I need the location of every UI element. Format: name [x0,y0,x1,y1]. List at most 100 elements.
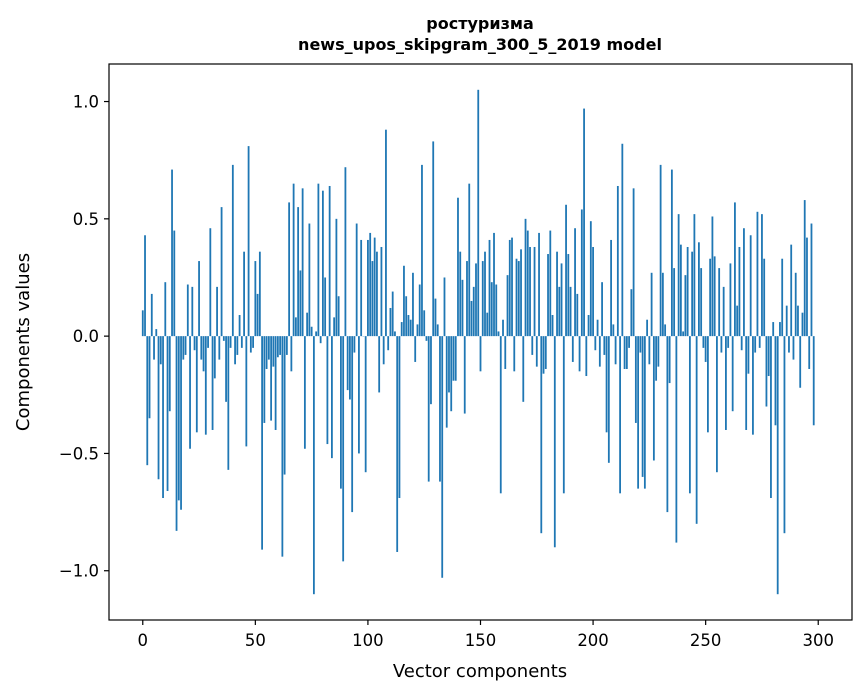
bar-267 [743,228,745,337]
bar-180 [547,254,549,337]
bar-88 [340,336,342,489]
bar-8 [159,336,162,365]
bar-155 [490,282,493,337]
bar-261 [729,263,732,337]
bar-199 [589,221,592,337]
bar-163 [508,239,511,337]
bar-226 [650,272,653,337]
bar-224 [646,319,649,337]
bar-108 [385,129,387,337]
bar-132 [439,336,441,482]
bar-151 [481,261,484,337]
bar-69 [297,207,300,337]
bar-140 [457,197,459,337]
bar-61 [279,336,282,355]
bar-30 [209,228,212,337]
bar-31 [211,336,214,430]
bar-111 [391,291,394,337]
bar-153 [486,312,489,337]
bar-134 [443,277,446,337]
bar-124 [421,164,423,337]
bar-81 [324,277,327,337]
bar-44 [240,336,243,348]
bar-271 [752,336,754,435]
bar-257 [720,336,723,353]
bar-103 [373,237,376,337]
bar-205 [603,336,606,355]
bar-125 [423,310,426,337]
bar-274 [758,336,761,348]
bar-253 [711,216,714,337]
bar-221 [639,336,642,353]
bar-183 [553,336,556,548]
bar-36 [222,336,225,341]
bar-260 [727,336,730,348]
bar-243 [688,336,691,494]
bar-80 [321,190,324,337]
bar-247 [698,242,700,337]
bar-216 [628,336,630,348]
bar-255 [716,336,718,473]
bar-6 [155,329,158,337]
bar-101 [369,232,372,337]
bar-173 [531,336,534,355]
bar-290 [794,272,797,337]
x-tick-label: 100 [352,631,384,650]
bar-84 [331,336,333,459]
bar-64 [285,336,288,355]
bar-11 [166,336,169,491]
y-tick-label: 1.0 [73,93,99,112]
bar-89 [342,336,345,562]
bar-241 [684,275,687,337]
bar-147 [472,286,475,337]
bar-24 [195,336,198,433]
bar-97 [360,239,363,337]
bar-107 [382,336,385,365]
bar-235 [670,169,673,337]
bar-214 [623,336,626,369]
x-axis-ticks: 0 50 100 150 200 250 300 [138,620,834,650]
bar-262 [731,336,734,412]
bar-249 [702,336,705,348]
bar-157 [495,284,498,337]
bar-72 [303,336,306,449]
bar-137 [450,336,453,412]
bar-40 [231,164,234,337]
x-tick-label: 0 [138,631,149,650]
chart-title: ростуризма news_upos_skipgram_300_5_2019… [298,14,662,54]
bar-17 [180,336,182,510]
bar-112 [394,331,396,337]
bar-149 [477,89,480,337]
bar-283 [779,322,781,337]
bar-104 [376,251,378,337]
bar-35 [220,207,223,337]
bar-99 [364,336,367,473]
bar-169 [522,336,525,402]
bar-189 [567,254,570,337]
bar-10 [164,282,167,337]
bar-213 [621,143,624,337]
bar-259 [725,336,727,430]
bar-144 [466,261,468,337]
bar-87 [337,296,340,337]
bars-layer [141,89,815,595]
y-tick-label: −0.5 [59,444,99,463]
bar-18 [182,336,185,360]
bar-68 [294,317,297,337]
bar-244 [691,251,694,337]
bar-258 [722,286,725,337]
bar-289 [792,336,795,360]
bar-161 [504,336,507,369]
bar-232 [664,324,667,337]
bar-254 [713,256,716,337]
bar-276 [763,258,766,337]
bar-102 [371,261,374,337]
bar-222 [641,336,644,477]
bar-133 [441,336,444,578]
bar-193 [576,293,579,337]
bar-45 [243,251,245,337]
bar-268 [745,336,748,430]
bar-1 [144,235,146,337]
bar-25 [198,261,200,337]
bar-3 [148,336,151,419]
